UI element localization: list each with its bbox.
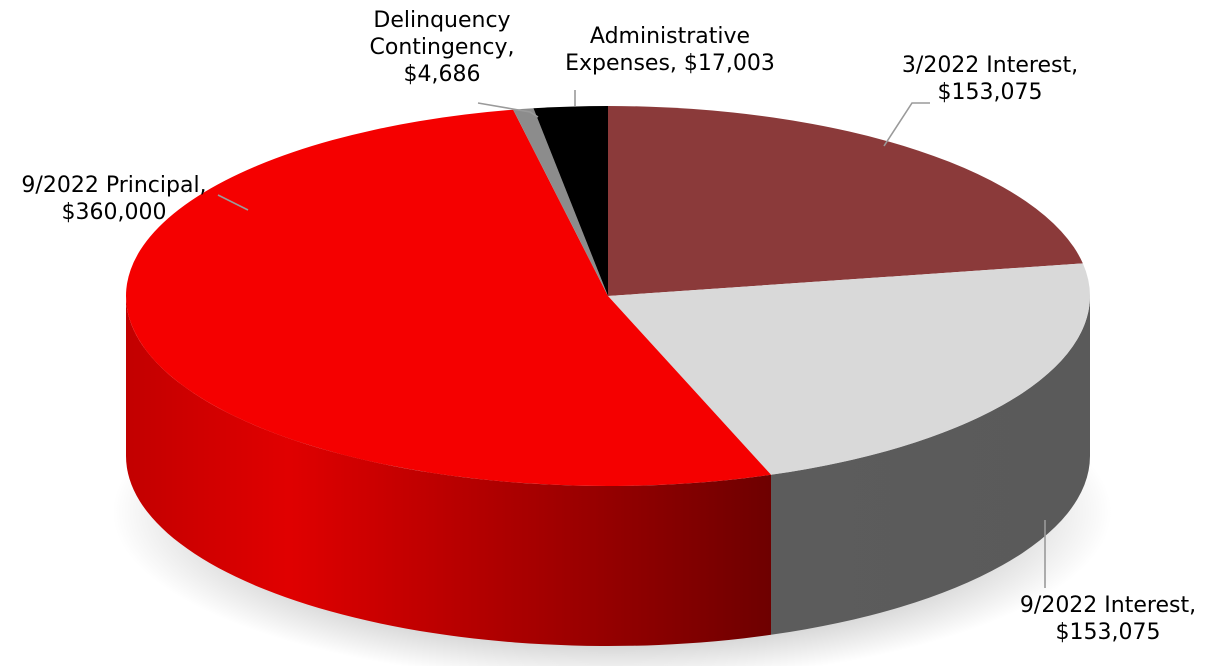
- pie-slice-delinquency-contingency: [513, 108, 608, 296]
- data-label-line: Delinquency: [373, 8, 510, 33]
- data-label-line: 9/2022 Principal,: [21, 173, 206, 198]
- data-label-line: $360,000: [62, 200, 167, 225]
- data-label-line: 9/2022 Interest,: [1020, 593, 1196, 618]
- leader-line-delinquency-contingency: [477, 102, 539, 118]
- pie-side-9-2022-interest: [771, 296, 1090, 635]
- pie-slice-3-2022-interest: [608, 106, 1083, 296]
- data-label-line: $153,075: [938, 80, 1043, 105]
- pie-sides: [126, 296, 1090, 647]
- data-label-line: $4,686: [404, 62, 481, 87]
- data-label-line: Administrative: [590, 24, 750, 49]
- data-label-delinquency-contingency: Delinquency Contingency, $4,686: [370, 8, 515, 87]
- pie-side-9-2022-principal: [126, 296, 772, 647]
- data-label-administrative-expenses: Administrative Expenses, $17,003: [565, 24, 775, 76]
- data-label-line: 3/2022 Interest,: [902, 53, 1078, 78]
- leader-line-3-2022-interest: [883, 102, 930, 147]
- data-label-line: Contingency,: [370, 35, 515, 60]
- leader-lines: [217, 90, 1046, 588]
- pie-slices: [125, 106, 1090, 486]
- leader-line-9-2022-principal: [217, 194, 249, 211]
- data-label-9-2022-interest: 9/2022 Interest, $153,075: [1020, 593, 1196, 645]
- data-label-line: $153,075: [1056, 620, 1161, 645]
- data-label-3-2022-interest: 3/2022 Interest, $153,075: [902, 53, 1078, 105]
- pie-slice-9-2022-interest: [608, 263, 1090, 475]
- pie-slice-administrative-expenses: [533, 106, 608, 296]
- pie-slice-9-2022-principal: [125, 109, 772, 486]
- data-label-9-2022-principal: 9/2022 Principal, $360,000: [21, 173, 206, 225]
- data-label-line: Expenses, $17,003: [565, 51, 775, 76]
